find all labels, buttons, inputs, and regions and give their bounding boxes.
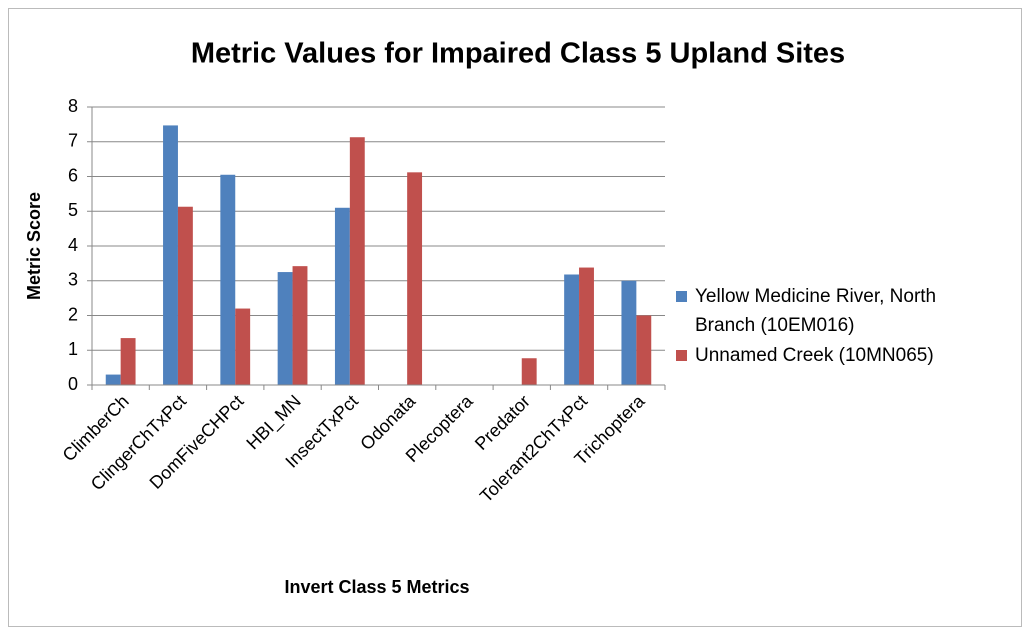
bar [521,358,537,385]
bar [292,266,308,385]
bar [407,172,423,385]
bar [621,280,637,385]
y-axis-title: Metric Score [24,192,44,300]
legend-label: Yellow Medicine River, North Branch (10E… [695,286,937,336]
bar [177,206,193,385]
x-axis-title: Invert Class 5 Metrics [284,577,469,597]
y-tick-label: 3 [68,270,78,290]
y-tick-label: 4 [68,235,78,255]
bar [349,137,365,385]
bar [334,207,350,385]
y-tick-label: 0 [68,374,78,394]
legend-label: Unnamed Creek (10MN065) [695,345,934,366]
legend-item: Yellow Medicine River, North Branch (10E… [676,282,1016,340]
bar [220,174,236,385]
chart-title: Metric Values for Impaired Class 5 Uplan… [191,38,845,70]
bar [105,374,121,385]
y-tick-label: 7 [68,131,78,151]
bar [564,274,580,385]
bar [277,272,293,385]
bar [579,267,594,385]
y-tick-label: 2 [68,304,78,324]
legend-swatch [676,350,687,361]
bar [120,338,136,385]
bar [636,315,652,385]
legend-item: Unnamed Creek (10MN065) [676,341,1016,370]
y-tick-label: 1 [68,339,78,359]
y-tick-label: 8 [68,96,78,116]
y-tick-label: 5 [68,200,78,220]
bar [235,308,251,385]
y-tick-label: 6 [68,165,78,185]
legend-swatch [676,291,687,302]
bar [163,125,178,385]
